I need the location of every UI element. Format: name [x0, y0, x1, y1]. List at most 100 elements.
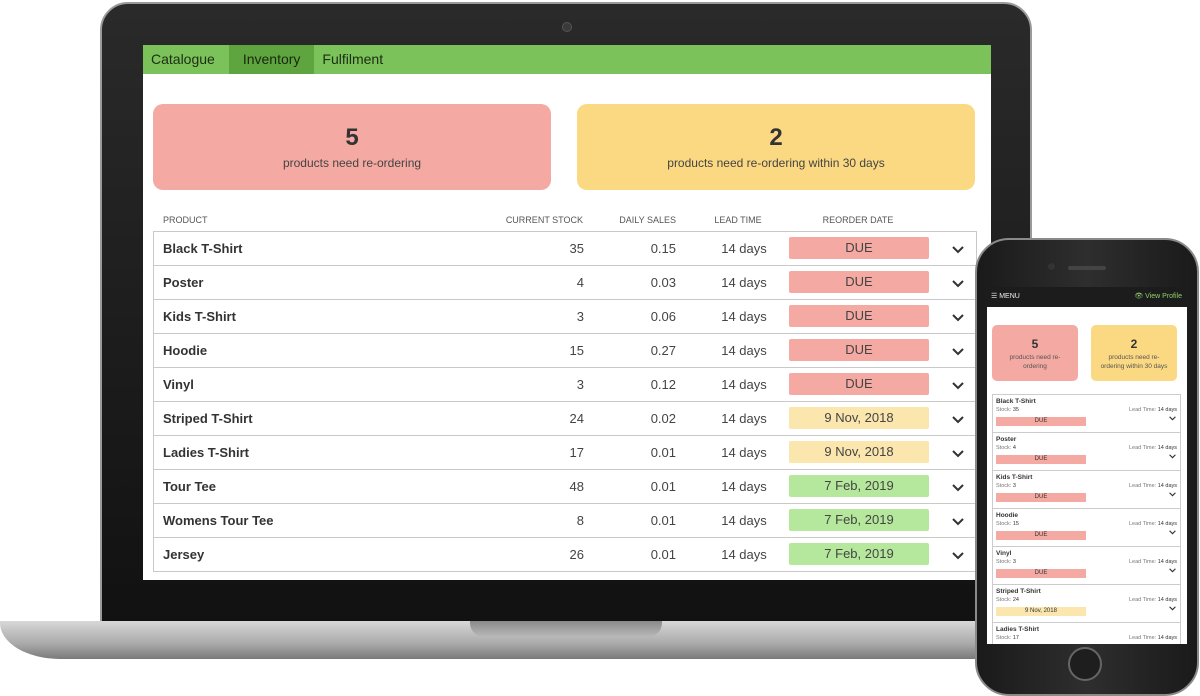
- lead-time: 14 days: [721, 479, 767, 494]
- menu-button[interactable]: ☰ MENU: [991, 293, 1020, 300]
- mobile-reorder-now-text: products need re-ordering: [1009, 354, 1061, 370]
- list-item[interactable]: Ladies T-Shirt Stock: 17 Lead Time: 14 day…: [992, 623, 1181, 644]
- chevron-down-icon[interactable]: [1169, 568, 1176, 575]
- lead-time: 14 days: [721, 411, 767, 426]
- mobile-reorder-soon-text: products need re-ordering within 30 days: [1100, 354, 1168, 370]
- desktop-app: Catalogue Inventory Fulfilment 5 product…: [143, 45, 991, 580]
- current-stock: 35: [569, 241, 584, 256]
- reorder-soon-text: products need re-ordering within 30 days: [667, 156, 885, 170]
- chevron-down-icon[interactable]: [952, 504, 964, 537]
- product-name: Poster: [996, 436, 1017, 443]
- chevron-down-icon[interactable]: [1169, 454, 1176, 461]
- current-stock: 24: [569, 411, 584, 426]
- reorder-date-badge: 7 Feb, 2019: [789, 543, 929, 565]
- product-name: Ladies T-Shirt: [996, 626, 1039, 633]
- lead-time: 14 days: [721, 445, 767, 460]
- mobile-reorder-soon-card: 2 products need re-ordering within 30 da…: [1091, 325, 1177, 381]
- table-row[interactable]: Vinyl 3 0.12 14 days DUE: [153, 368, 977, 402]
- stock-info: Stock: 17: [996, 635, 1019, 641]
- current-stock: 15: [569, 343, 584, 358]
- list-item[interactable]: Kids T-Shirt Stock: 3 Lead Time: 14 days DU…: [992, 471, 1181, 509]
- product-name: Jersey: [163, 547, 205, 562]
- product-name: Poster: [163, 275, 204, 290]
- list-item[interactable]: Black T-Shirt Stock: 35 Lead Time: 14 days…: [992, 394, 1181, 433]
- reorder-date-badge: 9 Nov, 2018: [789, 407, 929, 429]
- chevron-down-icon[interactable]: [952, 436, 964, 469]
- table-row[interactable]: Hoodie 15 0.27 14 days DUE: [153, 334, 977, 368]
- reorder-now-card: 5 products need re-ordering: [153, 104, 551, 190]
- lead-time-info: Lead Time: 14 days: [1128, 483, 1177, 489]
- current-stock: 8: [576, 513, 584, 528]
- chevron-down-icon[interactable]: [1169, 530, 1176, 537]
- lead-time-info: Lead Time: 14 days: [1128, 521, 1177, 527]
- product-name: Womens Tour Tee: [163, 513, 274, 528]
- table-row[interactable]: Black T-Shirt 35 0.15 14 days DUE: [153, 231, 977, 266]
- current-stock: 48: [569, 479, 584, 494]
- tab-fulfilment[interactable]: Fulfilment: [322, 51, 384, 67]
- list-item[interactable]: Vinyl Stock: 3 Lead Time: 14 days DUE: [992, 547, 1181, 585]
- reorder-date-badge: DUE: [996, 493, 1086, 502]
- table-row[interactable]: Tour Tee 48 0.01 14 days 7 Feb, 2019: [153, 470, 977, 504]
- lead-time-info: Lead Time: 14 days: [1128, 597, 1177, 603]
- product-name: Black T-Shirt: [996, 398, 1036, 405]
- table-row[interactable]: Kids T-Shirt 3 0.06 14 days DUE: [153, 300, 977, 334]
- phone-speaker: [1068, 266, 1106, 270]
- mobile-reorder-soon-count: 2: [1130, 337, 1138, 351]
- current-stock: 26: [569, 547, 584, 562]
- product-name: Vinyl: [996, 550, 1012, 557]
- current-stock: 3: [576, 377, 584, 392]
- phone-home-button[interactable]: [1068, 647, 1102, 681]
- tab-inventory[interactable]: Inventory: [228, 45, 315, 74]
- table-row[interactable]: Womens Tour Tee 8 0.01 14 days 7 Feb, 2019: [153, 504, 977, 538]
- chevron-down-icon[interactable]: [952, 266, 964, 299]
- laptop-camera: [562, 22, 572, 32]
- chevron-down-icon[interactable]: [952, 402, 964, 435]
- column-daily-sales: DAILY SALES: [619, 215, 676, 225]
- daily-sales: 0.12: [650, 377, 676, 392]
- reorder-now-text: products need re-ordering: [282, 156, 422, 170]
- reorder-date-badge: 7 Feb, 2019: [789, 475, 929, 497]
- column-product: PRODUCT: [163, 215, 208, 225]
- chevron-down-icon[interactable]: [952, 470, 964, 503]
- reorder-date-badge: DUE: [996, 455, 1086, 464]
- table-row[interactable]: Ladies T-Shirt 17 0.01 14 days 9 Nov, 2018: [153, 436, 977, 470]
- stock-info: Stock: 15: [996, 521, 1019, 527]
- mobile-inventory-list: Black T-Shirt Stock: 35 Lead Time: 14 days…: [992, 394, 1181, 644]
- product-name: Vinyl: [163, 377, 194, 392]
- reorder-soon-card: 2 products need re-ordering within 30 da…: [577, 104, 975, 190]
- reorder-date-badge: DUE: [789, 339, 929, 361]
- current-stock: 3: [576, 309, 584, 324]
- lead-time: 14 days: [721, 547, 767, 562]
- stock-info: Stock: 35: [996, 407, 1019, 413]
- chevron-down-icon[interactable]: [952, 368, 964, 401]
- table-row[interactable]: Jersey 26 0.01 14 days 7 Feb, 2019: [153, 538, 977, 572]
- lead-time: 14 days: [721, 377, 767, 392]
- chevron-down-icon[interactable]: [1169, 492, 1176, 499]
- column-current-stock: CURRENT STOCK: [505, 215, 583, 225]
- lead-time-info: Lead Time: 14 days: [1128, 445, 1177, 451]
- table-header: PRODUCT CURRENT STOCK DAILY SALES LEAD T…: [143, 215, 991, 229]
- chevron-down-icon[interactable]: [1169, 416, 1176, 423]
- reorder-date-badge: 9 Nov, 2018: [789, 441, 929, 463]
- list-item[interactable]: Hoodie Stock: 15 Lead Time: 14 days DUE: [992, 509, 1181, 547]
- daily-sales: 0.01: [650, 479, 676, 494]
- table-row[interactable]: Striped T-Shirt 24 0.02 14 days 9 Nov, 2018: [153, 402, 977, 436]
- chevron-down-icon[interactable]: [952, 232, 964, 265]
- table-row[interactable]: Poster 4 0.03 14 days DUE: [153, 266, 977, 300]
- list-item[interactable]: Striped T-Shirt Stock: 24 Lead Time: 14 da…: [992, 585, 1181, 623]
- stock-info: Stock: 3: [996, 483, 1016, 489]
- product-name: Black T-Shirt: [163, 241, 243, 256]
- reorder-date-badge: DUE: [996, 417, 1086, 426]
- product-name: Hoodie: [163, 343, 208, 358]
- product-name: Kids T-Shirt: [163, 309, 236, 324]
- chevron-down-icon[interactable]: [952, 300, 964, 333]
- chevron-down-icon[interactable]: [952, 538, 964, 571]
- view-profile-link[interactable]: 👁 View Profile: [1134, 293, 1182, 300]
- list-item[interactable]: Poster Stock: 4 Lead Time: 14 days DUE: [992, 433, 1181, 471]
- chevron-down-icon[interactable]: [1169, 606, 1176, 613]
- tab-catalogue[interactable]: Catalogue: [151, 51, 215, 67]
- chevron-down-icon[interactable]: [952, 334, 964, 367]
- stock-info: Stock: 4: [996, 445, 1016, 451]
- daily-sales: 0.27: [650, 343, 676, 358]
- product-name: Striped T-Shirt: [163, 411, 253, 426]
